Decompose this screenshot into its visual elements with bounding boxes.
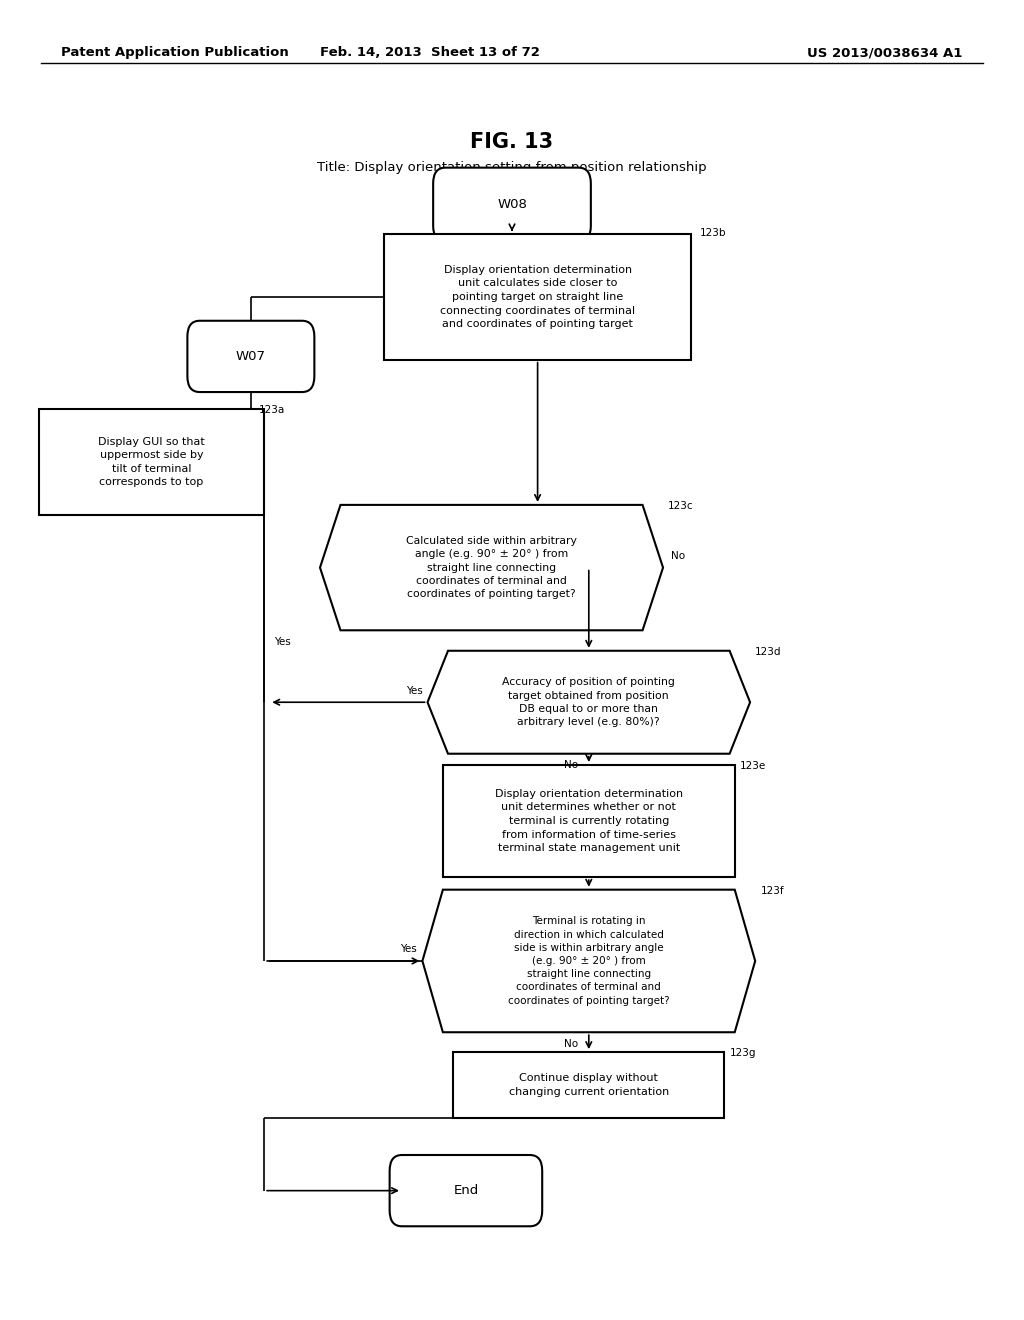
Text: US 2013/0038634 A1: US 2013/0038634 A1 <box>807 46 963 59</box>
Text: No: No <box>672 550 685 561</box>
Text: Display orientation determination
unit calculates side closer to
pointing target: Display orientation determination unit c… <box>440 265 635 329</box>
Bar <box>442 764 735 876</box>
Text: Feb. 14, 2013  Sheet 13 of 72: Feb. 14, 2013 Sheet 13 of 72 <box>321 46 540 59</box>
Bar <box>384 235 691 359</box>
FancyBboxPatch shape <box>433 168 591 242</box>
FancyBboxPatch shape <box>389 1155 543 1226</box>
Text: Yes: Yes <box>274 638 291 647</box>
Text: Display orientation determination
unit determines whether or not
terminal is cur: Display orientation determination unit d… <box>495 789 683 853</box>
Text: Accuracy of position of pointing
target obtained from position
DB equal to or mo: Accuracy of position of pointing target … <box>503 677 675 727</box>
Text: Title: Display orientation setting from position relationship: Title: Display orientation setting from … <box>317 161 707 174</box>
Text: Yes: Yes <box>406 685 422 696</box>
Text: No: No <box>564 760 579 771</box>
Text: 123a: 123a <box>259 405 286 416</box>
Text: 123c: 123c <box>668 502 694 511</box>
Polygon shape <box>422 890 755 1032</box>
Text: Terminal is rotating in
direction in which calculated
side is within arbitrary a: Terminal is rotating in direction in whi… <box>508 916 670 1006</box>
Text: 123f: 123f <box>760 886 784 896</box>
Polygon shape <box>319 506 664 631</box>
Text: W08: W08 <box>497 198 527 211</box>
Text: Yes: Yes <box>400 944 418 954</box>
Text: Calculated side within arbitrary
angle (e.g. 90° ± 20° ) from
straight line conn: Calculated side within arbitrary angle (… <box>407 536 577 599</box>
Text: End: End <box>454 1184 478 1197</box>
Text: Patent Application Publication: Patent Application Publication <box>61 46 289 59</box>
Text: Continue display without
changing current orientation: Continue display without changing curren… <box>509 1073 669 1097</box>
Text: 123b: 123b <box>699 227 726 238</box>
Bar <box>39 409 264 515</box>
Polygon shape <box>427 651 750 754</box>
Text: 123e: 123e <box>739 760 766 771</box>
FancyBboxPatch shape <box>187 321 314 392</box>
Text: FIG. 13: FIG. 13 <box>470 132 554 152</box>
Text: No: No <box>564 1039 579 1049</box>
Text: 123g: 123g <box>729 1048 756 1059</box>
Text: W07: W07 <box>236 350 266 363</box>
Text: 123d: 123d <box>755 647 781 657</box>
Bar <box>453 1052 725 1118</box>
Text: Display GUI so that
uppermost side by
tilt of terminal
corresponds to top: Display GUI so that uppermost side by ti… <box>98 437 205 487</box>
